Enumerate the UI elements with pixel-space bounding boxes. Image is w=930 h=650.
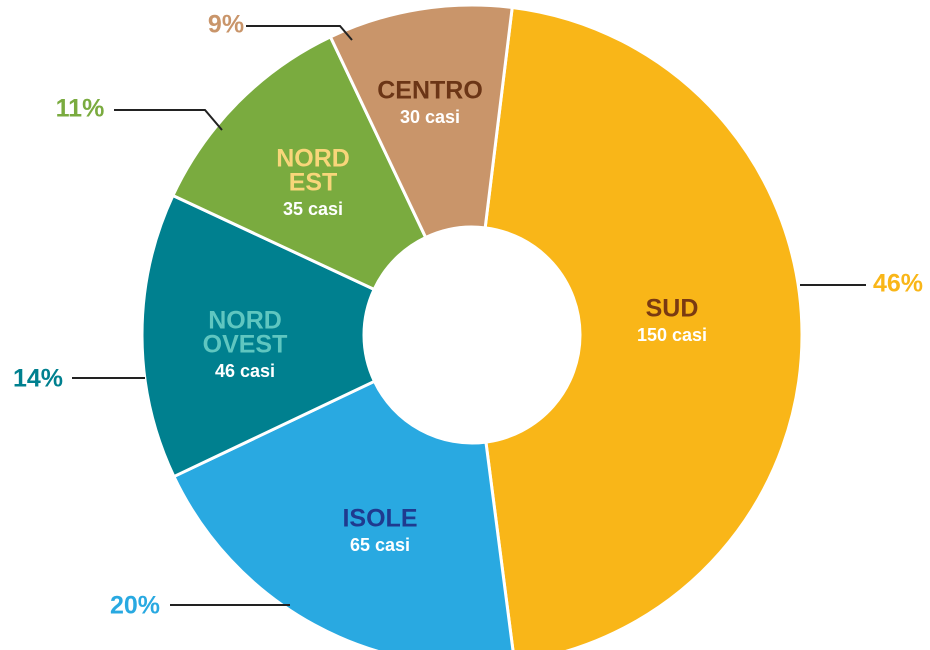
slice bbox=[328, 3, 514, 240]
slice-name: CENTRO bbox=[377, 77, 483, 105]
slice-name: OVEST bbox=[203, 331, 288, 359]
slice-count: 150 casi bbox=[637, 325, 707, 345]
percent-label: 46% bbox=[873, 270, 923, 298]
slice-name: ISOLE bbox=[342, 505, 417, 533]
percent-label: 14% bbox=[13, 365, 63, 393]
slice-name: SUD bbox=[646, 295, 699, 323]
leader-line bbox=[114, 109, 223, 131]
slice bbox=[140, 193, 377, 479]
percent-label: 9% bbox=[208, 11, 244, 39]
slice-count: 35 casi bbox=[283, 199, 343, 219]
percent-label: 11% bbox=[56, 95, 105, 123]
slice bbox=[483, 5, 804, 650]
slice-count: 46 casi bbox=[215, 361, 275, 381]
slice-count: 65 casi bbox=[350, 535, 410, 555]
leader-line bbox=[246, 25, 353, 41]
slice bbox=[170, 34, 428, 292]
slice-count: 30 casi bbox=[400, 107, 460, 127]
slice bbox=[171, 379, 515, 650]
slice-name: NORD bbox=[208, 307, 282, 335]
percent-label: 20% bbox=[110, 592, 160, 620]
slice-name: EST bbox=[289, 169, 338, 197]
slice-name: NORD bbox=[276, 145, 350, 173]
